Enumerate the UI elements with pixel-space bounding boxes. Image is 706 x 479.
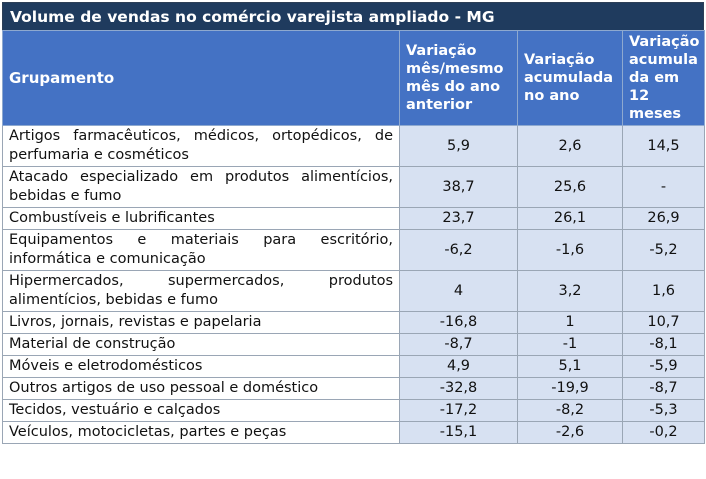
cell-variacao-mes: -8,7 [399,333,518,356]
cell-variacao-12m: -5,2 [622,229,705,271]
cell-variacao-12m: -5,9 [622,355,705,378]
cell-variacao-ano: -1,6 [517,229,623,271]
row-label: Hipermercados, supermercados, produtos a… [2,270,400,312]
row-label: Tecidos, vestuário e calçados [2,399,400,422]
table-title: Volume de vendas no comércio varejista a… [2,2,704,30]
cell-variacao-ano: -1 [517,333,623,356]
table-row: Outros artigos de uso pessoal e doméstic… [2,377,705,400]
cell-variacao-mes: -15,1 [399,421,518,444]
cell-variacao-ano: 1 [517,311,623,334]
row-label: Outros artigos de uso pessoal e doméstic… [2,377,400,400]
cell-variacao-ano: 2,6 [517,125,623,167]
cell-variacao-mes: 38,7 [399,166,518,208]
cell-variacao-12m: - [622,166,705,208]
header-variacao-mes: Variação mês/mesmo mês do ano anterior [399,30,518,126]
cell-variacao-12m: -8,1 [622,333,705,356]
row-label: Artigos farmacêuticos, médicos, ortopédi… [2,125,400,167]
cell-variacao-12m: 10,7 [622,311,705,334]
cell-variacao-ano: 25,6 [517,166,623,208]
cell-variacao-mes: -16,8 [399,311,518,334]
table-row: Combustíveis e lubrificantes 23,7 26,1 2… [2,207,705,230]
row-label: Móveis e eletrodomésticos [2,355,400,378]
table-row: Atacado especializado em produtos alimen… [2,166,705,208]
table-row: Equipamentos e materiais para escritório… [2,229,705,271]
cell-variacao-ano: -8,2 [517,399,623,422]
cell-variacao-mes: -6,2 [399,229,518,271]
row-label: Equipamentos e materiais para escritório… [2,229,400,271]
table-row: Artigos farmacêuticos, médicos, ortopédi… [2,125,705,167]
cell-variacao-ano: 5,1 [517,355,623,378]
row-label: Veículos, motocicletas, partes e peças [2,421,400,444]
cell-variacao-ano: 26,1 [517,207,623,230]
sales-table: Grupamento Variação mês/mesmo mês do ano… [2,30,705,444]
cell-variacao-12m: 26,9 [622,207,705,230]
header-variacao-12-meses: Variação acumula da em 12 meses [622,30,705,126]
cell-variacao-12m: -0,2 [622,421,705,444]
cell-variacao-12m: 14,5 [622,125,705,167]
header-row: Grupamento Variação mês/mesmo mês do ano… [2,30,705,126]
row-label: Material de construção [2,333,400,356]
cell-variacao-mes: 4 [399,270,518,312]
cell-variacao-mes: 23,7 [399,207,518,230]
cell-variacao-ano: -19,9 [517,377,623,400]
table-row: Tecidos, vestuário e calçados -17,2 -8,2… [2,399,705,422]
cell-variacao-ano: 3,2 [517,270,623,312]
header-variacao-acumulada-ano: Variação acumulada no ano [517,30,623,126]
header-grupamento: Grupamento [2,30,400,126]
cell-variacao-ano: -2,6 [517,421,623,444]
table-row: Veículos, motocicletas, partes e peças -… [2,421,705,444]
row-label: Livros, jornais, revistas e papelaria [2,311,400,334]
row-label: Atacado especializado em produtos alimen… [2,166,400,208]
cell-variacao-mes: 5,9 [399,125,518,167]
cell-variacao-mes: 4,9 [399,355,518,378]
table-row: Hipermercados, supermercados, produtos a… [2,270,705,312]
sales-table-container: Volume de vendas no comércio varejista a… [2,2,705,444]
cell-variacao-mes: -32,8 [399,377,518,400]
table-row: Material de construção -8,7 -1 -8,1 [2,333,705,356]
cell-variacao-12m: -5,3 [622,399,705,422]
table-row: Móveis e eletrodomésticos 4,9 5,1 -5,9 [2,355,705,378]
cell-variacao-mes: -17,2 [399,399,518,422]
row-label: Combustíveis e lubrificantes [2,207,400,230]
table-row: Livros, jornais, revistas e papelaria -1… [2,311,705,334]
cell-variacao-12m: 1,6 [622,270,705,312]
cell-variacao-12m: -8,7 [622,377,705,400]
